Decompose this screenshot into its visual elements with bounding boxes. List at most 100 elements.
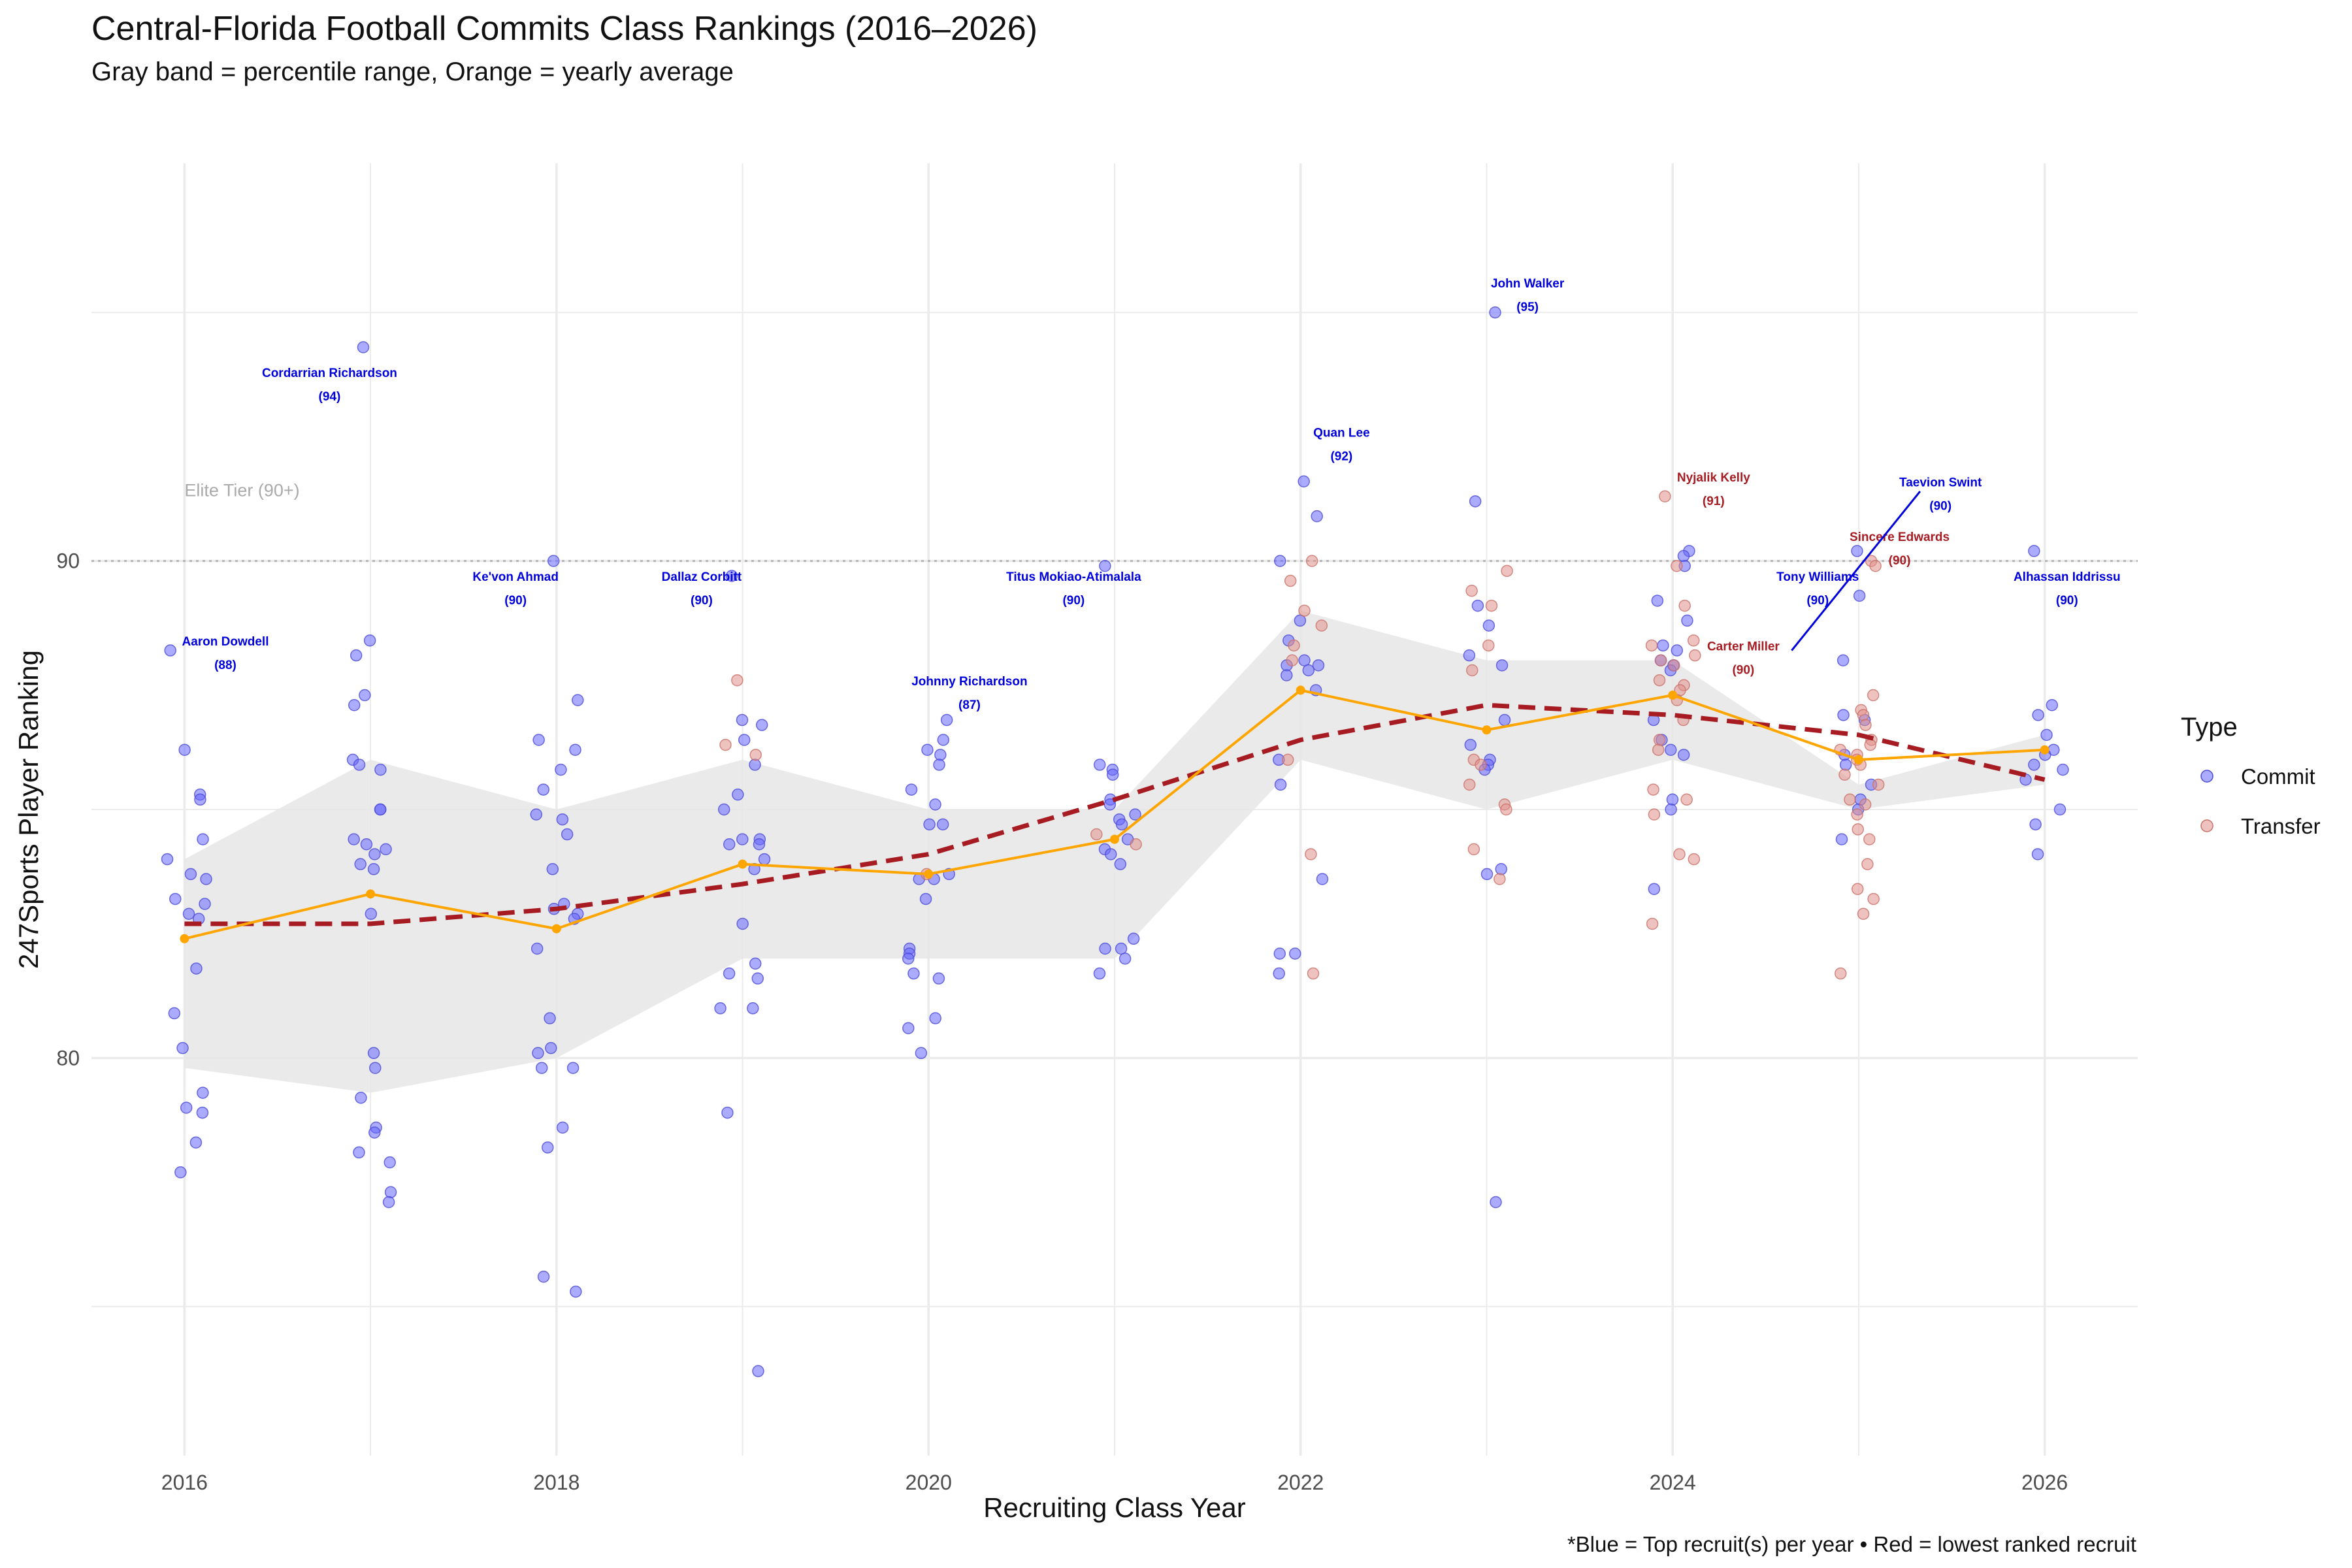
data-point-transfer bbox=[1315, 619, 1328, 632]
data-point-commit bbox=[937, 734, 950, 746]
data-point-commit bbox=[1119, 952, 1132, 965]
data-point-commit bbox=[929, 798, 941, 811]
annotation-name: Quan Lee bbox=[1313, 426, 1370, 440]
data-point-commit bbox=[168, 1007, 181, 1020]
x-tick-label: 2026 bbox=[2021, 1471, 2068, 1494]
data-point-commit bbox=[382, 1196, 395, 1209]
data-point-transfer bbox=[1653, 674, 1666, 687]
average-point bbox=[1296, 685, 1305, 695]
data-point-transfer bbox=[1857, 709, 1870, 721]
data-point-commit bbox=[749, 957, 762, 970]
data-point-commit bbox=[1664, 743, 1677, 756]
annotation-score: (90) bbox=[2056, 594, 2078, 608]
annotation-leader-line bbox=[1791, 491, 1921, 651]
data-point-transfer bbox=[749, 749, 762, 761]
annotation-name: Johnny Richardson bbox=[911, 675, 1027, 689]
data-point-commit bbox=[1665, 803, 1677, 816]
data-point-commit bbox=[367, 863, 380, 875]
chart-title: Central-Florida Football Commits Class R… bbox=[91, 10, 1037, 48]
data-point-commit bbox=[736, 833, 749, 845]
average-point bbox=[738, 859, 747, 869]
data-point-commit bbox=[936, 818, 949, 831]
average-point bbox=[180, 934, 189, 943]
data-point-transfer bbox=[1305, 555, 1318, 567]
data-point-commit bbox=[736, 917, 749, 930]
data-point-commit bbox=[199, 898, 211, 910]
y-tick-label: 90 bbox=[56, 549, 80, 573]
data-point-transfer bbox=[1834, 967, 1847, 980]
data-point-commit bbox=[1471, 599, 1484, 612]
data-point-commit bbox=[902, 952, 915, 965]
data-point-commit bbox=[369, 1062, 382, 1074]
data-point-commit bbox=[1498, 713, 1511, 727]
data-point-transfer bbox=[1867, 689, 1880, 702]
data-point-commit bbox=[1298, 654, 1311, 667]
data-point-transfer bbox=[1671, 559, 1683, 572]
data-point-transfer bbox=[1286, 654, 1298, 667]
data-point-transfer bbox=[1687, 634, 1700, 647]
average-point bbox=[1482, 725, 1492, 735]
annotation-score: (95) bbox=[1516, 301, 1539, 314]
data-point-transfer bbox=[1852, 883, 1864, 895]
chart-caption: *Blue = Top recruit(s) per year • Red = … bbox=[1567, 1532, 2136, 1556]
data-point-transfer bbox=[1284, 574, 1297, 587]
data-point-transfer bbox=[1647, 783, 1659, 796]
data-point-commit bbox=[2032, 709, 2044, 721]
data-point-commit bbox=[723, 967, 736, 980]
data-point-commit bbox=[1648, 883, 1661, 895]
annotation-score: (87) bbox=[958, 698, 981, 712]
data-point-transfer bbox=[1467, 843, 1480, 856]
data-point-commit bbox=[561, 828, 574, 841]
data-point-commit bbox=[1489, 306, 1501, 319]
data-point-commit bbox=[1677, 549, 1690, 563]
data-point-transfer bbox=[1680, 793, 1693, 806]
data-point-commit bbox=[907, 967, 920, 980]
data-point-transfer bbox=[731, 674, 743, 687]
data-point-commit bbox=[1273, 967, 1285, 980]
data-point-transfer bbox=[1494, 873, 1506, 885]
data-point-commit bbox=[360, 838, 373, 851]
data-point-transfer bbox=[1659, 490, 1671, 502]
annotation-score: (90) bbox=[1806, 594, 1829, 608]
annotation-score: (90) bbox=[504, 594, 527, 608]
data-point-commit bbox=[359, 689, 371, 702]
annotation-score: (90) bbox=[1062, 594, 1085, 608]
data-point-commit bbox=[184, 868, 197, 881]
data-point-commit bbox=[940, 713, 953, 727]
data-point-commit bbox=[530, 808, 543, 821]
data-point-commit bbox=[555, 763, 567, 776]
data-point-transfer bbox=[1500, 803, 1512, 816]
data-point-commit bbox=[751, 972, 764, 985]
data-point-transfer bbox=[1466, 664, 1478, 677]
data-point-transfer bbox=[1485, 599, 1498, 612]
data-point-commit bbox=[368, 848, 381, 860]
data-point-commit bbox=[2031, 848, 2044, 860]
legend-label-commit: Commit bbox=[2241, 764, 2315, 789]
data-point-commit bbox=[1093, 967, 1106, 980]
annotation-name: Ke'von Ahmad bbox=[472, 570, 559, 584]
data-point-transfer bbox=[1668, 659, 1680, 672]
x-tick-label: 2024 bbox=[1650, 1471, 1696, 1494]
data-point-transfer bbox=[1852, 823, 1864, 836]
data-point-commit bbox=[1651, 595, 1664, 607]
data-point-commit bbox=[357, 341, 370, 353]
data-point-commit bbox=[902, 1022, 915, 1034]
data-point-commit bbox=[384, 1156, 396, 1169]
data-point-commit bbox=[161, 853, 174, 866]
data-point-transfer bbox=[1463, 778, 1476, 791]
data-point-transfer bbox=[1645, 639, 1658, 652]
data-point-transfer bbox=[1863, 833, 1876, 845]
average-point bbox=[2040, 745, 2050, 755]
annotation-score: (90) bbox=[1929, 500, 1952, 514]
data-point-commit bbox=[749, 759, 761, 771]
data-point-commit bbox=[755, 719, 768, 731]
data-point-transfer bbox=[1130, 838, 1142, 851]
data-point-transfer bbox=[1475, 759, 1487, 771]
data-point-transfer bbox=[719, 738, 732, 751]
data-point-commit bbox=[570, 1285, 582, 1298]
data-point-commit bbox=[176, 1041, 189, 1054]
data-point-commit bbox=[380, 843, 392, 856]
data-point-transfer bbox=[1838, 768, 1851, 781]
data-point-commit bbox=[1490, 1196, 1502, 1209]
legend-swatch-commit bbox=[2200, 770, 2213, 783]
